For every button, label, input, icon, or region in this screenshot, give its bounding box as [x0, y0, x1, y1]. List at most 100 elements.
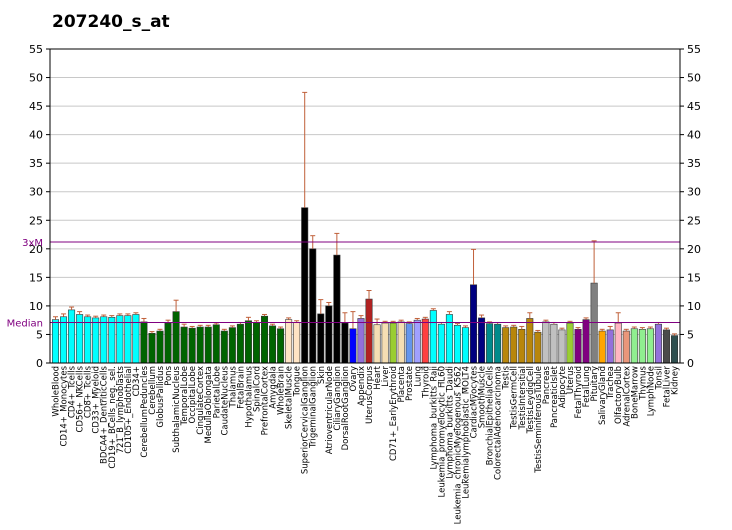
x-tick-label: Skin — [317, 366, 327, 384]
bar — [381, 322, 389, 364]
y-tick-label-right: 20 — [687, 243, 701, 256]
bar — [598, 330, 606, 364]
x-tick-label: Lymphoma_burkitts_Daudi — [445, 366, 455, 479]
bar — [486, 323, 494, 364]
bar — [630, 328, 638, 364]
bar — [220, 330, 228, 364]
x-tick-label: Pituitary — [590, 366, 600, 401]
bar — [662, 329, 670, 364]
x-tick-label: FetalBrain — [236, 366, 246, 409]
bar-series — [51, 207, 678, 364]
x-tick-label: BoneMarrow — [630, 366, 640, 419]
bar — [429, 310, 437, 364]
x-tick-label: OccipitalLobe — [188, 366, 198, 423]
x-tick-label: Lymphoma_burkitts_Raji — [429, 366, 439, 470]
x-tick-label: FetalThyroid — [574, 366, 584, 418]
x-tick-label: FetalLung — [582, 366, 592, 407]
x-tick-label: TestisIntersitial — [518, 366, 528, 431]
x-tick-label: Ovary — [349, 366, 359, 391]
x-tick-label: Tonsil — [654, 366, 664, 391]
y-tick-label-left: 30 — [29, 186, 43, 199]
y-tick-label-right: 0 — [687, 357, 694, 370]
y-tick-label-left: 40 — [29, 129, 43, 142]
bar — [333, 254, 341, 364]
bar — [638, 329, 646, 364]
plot-frame — [49, 48, 681, 364]
error-bars — [53, 91, 677, 336]
bar — [534, 331, 542, 364]
x-tick-label: CiliaryGanglion — [333, 366, 343, 431]
y-tick-label-left: 0 — [36, 357, 43, 370]
bar — [590, 282, 598, 364]
x-tick-label: SmoothMuscle — [478, 366, 488, 428]
bar — [92, 317, 100, 364]
reference-lines: 3xM Median — [7, 238, 680, 329]
y-tick-label-left: 10 — [29, 300, 43, 313]
bar — [293, 322, 301, 364]
x-tick-label: Thymus — [638, 365, 648, 400]
x-tick-label: CerebellumPeduncles — [140, 365, 150, 457]
bar — [526, 318, 534, 364]
bar — [132, 314, 140, 364]
bar — [196, 326, 204, 364]
x-tick-label: SubthalamicNucleus — [172, 365, 182, 452]
bar — [180, 326, 188, 364]
bar — [542, 321, 550, 364]
bar — [518, 329, 526, 364]
bar — [212, 324, 220, 364]
y-tick-label-left: 15 — [29, 271, 43, 284]
x-tick-label: CD71+_EarlyErythroid — [389, 366, 399, 461]
x-tick-label: Lung — [413, 366, 423, 387]
bar — [269, 325, 277, 364]
y-tick-label-right: 5 — [687, 328, 694, 341]
bar — [204, 326, 212, 364]
x-tick-label: CD105+_Endothelial — [124, 366, 134, 454]
x-tick-label: Amygdala — [269, 366, 279, 409]
x-tick-label: Appendix — [357, 366, 367, 406]
bar — [421, 318, 429, 364]
x-tick-label: CD8+_Tcells — [84, 365, 94, 418]
x-tick-label: AtrioventricularNode — [325, 366, 335, 454]
bar — [389, 322, 397, 364]
x-tick-label: ParietalLobe — [212, 366, 222, 418]
bar — [453, 325, 461, 364]
bar — [301, 207, 309, 364]
bar — [494, 323, 502, 364]
y-tick-label-left: 5 — [36, 328, 43, 341]
x-tick-label: CD56+_NKCells — [76, 365, 86, 432]
bar — [188, 327, 196, 364]
bar — [582, 319, 590, 364]
x-axis-labels: WholeBloodCD14+_MonocytesCD4+_TcellsCD56… — [52, 365, 681, 524]
bar — [277, 328, 285, 364]
bar — [100, 316, 108, 364]
bar — [317, 313, 325, 364]
x-tick-label: Kidney — [671, 366, 681, 395]
bar — [461, 327, 469, 364]
x-tick-label: TemporalLobe — [180, 366, 190, 426]
bar — [558, 329, 566, 364]
bar — [646, 328, 654, 364]
x-tick-label: Thalamus — [228, 365, 238, 408]
x-tick-label: Leukemia_promyelocytic_HL60 — [437, 366, 447, 497]
bar — [670, 335, 678, 364]
bar — [574, 329, 582, 364]
bar — [445, 314, 453, 364]
x-tick-label: Uterus — [566, 365, 576, 394]
y-tick-label-left: 45 — [29, 100, 43, 113]
y-axis-left: 0 5 10 15 20 25 30 35 40 45 50 55 — [29, 43, 50, 370]
y-tick-label-right: 45 — [687, 100, 701, 113]
x-tick-label: ColorectalAdenocarcinoma — [494, 366, 504, 480]
x-tick-label: CaudateNucleus — [220, 365, 230, 435]
bar — [510, 326, 518, 364]
bar — [654, 323, 662, 364]
x-tick-label: CardiacMyocytes — [470, 365, 480, 438]
bar — [51, 319, 59, 364]
x-tick-label: Placenta — [397, 366, 407, 403]
bar — [349, 328, 357, 364]
chart-title: 207240_s_at — [52, 12, 170, 32]
y-tick-label-left: 25 — [29, 214, 43, 227]
bar — [373, 324, 381, 364]
bar — [285, 319, 293, 364]
bar — [550, 323, 558, 364]
